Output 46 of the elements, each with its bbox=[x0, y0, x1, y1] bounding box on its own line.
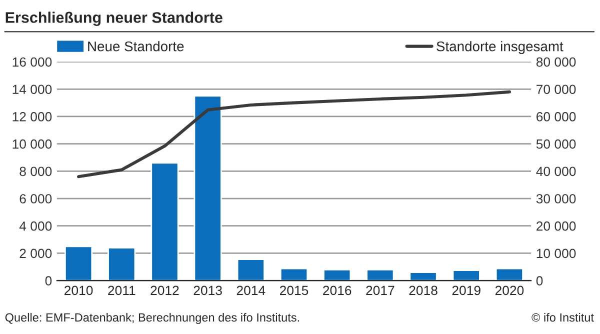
x-tick-label: 2013 bbox=[194, 286, 222, 296]
bar bbox=[366, 268, 394, 281]
x-tick-label: 2014 bbox=[236, 286, 266, 296]
x-tick-label: 2010 bbox=[64, 286, 93, 296]
chart-title: Erschließung neuer Standorte bbox=[6, 12, 222, 26]
x-tick-label: 2015 bbox=[280, 286, 308, 296]
bar bbox=[323, 268, 352, 281]
y2-tick-label: 10 000 bbox=[536, 248, 576, 258]
legend-label: Neue Standorte bbox=[88, 41, 184, 52]
y2-tick-label: 50 000 bbox=[536, 139, 576, 149]
y2-tick-label: 0 bbox=[536, 276, 543, 286]
y-tick-label: 4 000 bbox=[19, 221, 52, 231]
y2-tick-label: 20 000 bbox=[536, 221, 576, 231]
x-tick-label: 2011 bbox=[108, 286, 136, 296]
x-tick-label: 2017 bbox=[366, 286, 394, 296]
y-tick-label: 16 000 bbox=[12, 57, 52, 67]
bar bbox=[108, 247, 136, 281]
bar bbox=[194, 95, 222, 281]
bar bbox=[150, 162, 179, 281]
x-tick-label: 2018 bbox=[409, 286, 438, 296]
bar bbox=[409, 272, 438, 281]
y2-tick-label: 80 000 bbox=[536, 57, 576, 67]
y2-tick-label: 60 000 bbox=[536, 112, 576, 122]
source-note: Quelle: EMF-Datenbank; Berechnungen des ifo Instituts. bbox=[5, 312, 300, 324]
y-tick-label: 8 000 bbox=[20, 166, 52, 176]
y-tick-label: 0 bbox=[45, 276, 52, 286]
legend-label: Standorte insgesamt bbox=[436, 41, 564, 54]
line-series bbox=[77, 90, 511, 178]
bar bbox=[495, 268, 524, 281]
y-tick-label: 14 000 bbox=[12, 84, 52, 94]
bar bbox=[64, 246, 93, 281]
bar bbox=[452, 270, 480, 281]
x-tick-label: 2012 bbox=[150, 286, 179, 296]
x-tick-label: 2019 bbox=[452, 286, 480, 296]
y-tick-label: 2 000 bbox=[20, 248, 52, 258]
x-tick-label: 2020 bbox=[495, 286, 524, 296]
text: © ifo Institut bbox=[532, 312, 594, 322]
y2-tick-label: 70 000 bbox=[536, 84, 576, 94]
y2-tick-label: 30 000 bbox=[536, 194, 576, 204]
y-tick-label: 12 000 bbox=[12, 112, 52, 122]
bar bbox=[236, 258, 265, 281]
y2-tick-label: 40 000 bbox=[536, 166, 576, 176]
y-tick-label: 6 000 bbox=[20, 194, 52, 204]
x-tick-label: 2016 bbox=[323, 286, 352, 296]
bar bbox=[280, 268, 308, 281]
y-tick-label: 10 000 bbox=[12, 139, 52, 149]
